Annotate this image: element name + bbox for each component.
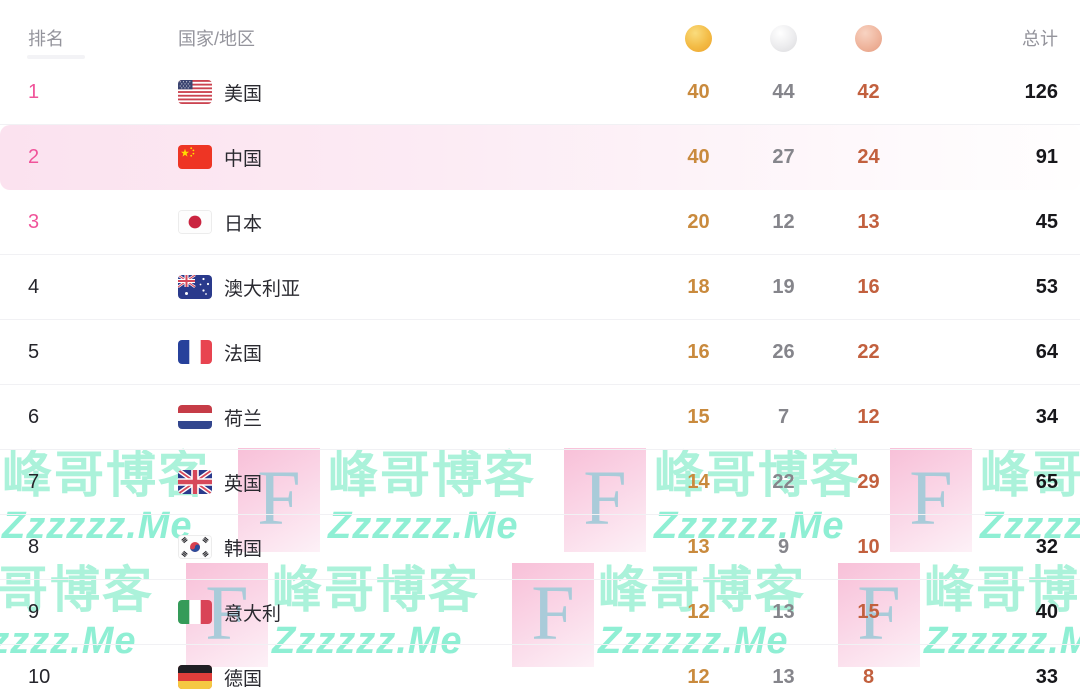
flag-kr-icon — [178, 535, 212, 559]
bronze-count: 13 — [857, 210, 880, 233]
rank-number: 6 — [28, 405, 40, 428]
rank-number: 7 — [28, 470, 40, 493]
header-rank-underline — [27, 55, 85, 59]
table-row-it[interactable]: 9 意大利 12 13 15 40 — [0, 580, 1080, 645]
total-count: 45 — [1035, 210, 1058, 233]
rank-number: 5 — [28, 340, 40, 363]
rank-number: 8 — [28, 535, 40, 558]
bronze-count: 12 — [857, 405, 880, 428]
table-row-us[interactable]: 1 美国 40 44 42 126 — [0, 60, 1080, 125]
silver-count: 44 — [772, 80, 795, 103]
flag-it-icon — [178, 600, 212, 624]
silver-count: 12 — [772, 210, 795, 233]
bronze-count: 29 — [857, 470, 880, 493]
total-count: 126 — [1024, 80, 1058, 103]
flag-jp-icon — [178, 210, 212, 234]
country-name: 美国 — [224, 83, 263, 105]
country-name: 法国 — [224, 343, 263, 365]
gold-count: 12 — [687, 665, 710, 688]
silver-count: 13 — [772, 665, 795, 688]
total-count: 64 — [1035, 340, 1058, 363]
rank-number: 2 — [28, 145, 40, 168]
rank-number: 4 — [28, 275, 40, 298]
gold-count: 15 — [687, 405, 710, 428]
flag-gb-icon — [178, 470, 212, 494]
country-name: 日本 — [224, 213, 263, 235]
gold-count: 20 — [687, 210, 710, 233]
table-row-cn[interactable]: 2 中国 40 27 24 91 — [0, 125, 1080, 190]
bronze-count: 10 — [857, 535, 880, 558]
silver-count: 19 — [772, 275, 795, 298]
country-name: 意大利 — [224, 603, 282, 625]
silver-count: 26 — [772, 340, 795, 363]
country-name: 荷兰 — [224, 408, 263, 430]
table-header: 排名 国家/地区 总计 — [0, 0, 1080, 60]
gold-count: 40 — [687, 80, 710, 103]
rank-number: 9 — [28, 600, 40, 623]
silver-count: 9 — [777, 535, 790, 558]
country-name: 英国 — [224, 473, 263, 495]
total-count: 53 — [1035, 275, 1058, 298]
bronze-medal-icon — [826, 24, 911, 52]
gold-count: 40 — [687, 145, 710, 168]
country-name: 澳大利亚 — [224, 278, 301, 300]
flag-au-icon — [178, 275, 212, 299]
total-count: 91 — [1035, 145, 1058, 168]
country-name: 中国 — [224, 148, 263, 170]
gold-count: 12 — [687, 600, 710, 623]
table-body: 1 美国 40 44 42 126 2 中国 4 — [0, 60, 1080, 700]
rank-number: 10 — [28, 665, 51, 688]
table-row-gb[interactable]: 7 英国 14 22 29 65 — [0, 450, 1080, 515]
gold-count: 14 — [687, 470, 710, 493]
table-row-au[interactable]: 4 澳大利亚 18 19 16 53 — [0, 255, 1080, 320]
flag-de-icon — [178, 665, 212, 689]
silver-count: 27 — [772, 145, 795, 168]
header-rank: 排名 — [28, 29, 64, 49]
total-count: 65 — [1035, 470, 1058, 493]
flag-cn-icon — [178, 145, 212, 169]
table-row-kr[interactable]: 8 韩国 13 9 10 32 — [0, 515, 1080, 580]
gold-medal-icon — [656, 24, 741, 52]
total-count: 33 — [1035, 665, 1058, 688]
bronze-count: 42 — [857, 80, 880, 103]
table-row-fr[interactable]: 5 法国 16 26 22 64 — [0, 320, 1080, 385]
bronze-count: 24 — [857, 145, 880, 168]
header-country: 国家/地区 — [178, 29, 256, 49]
gold-count: 13 — [687, 535, 710, 558]
header-total: 总计 — [1022, 29, 1058, 49]
country-name: 韩国 — [224, 538, 263, 560]
total-count: 32 — [1035, 535, 1058, 558]
bronze-count: 22 — [857, 340, 880, 363]
silver-count: 22 — [772, 470, 795, 493]
bronze-count: 8 — [862, 665, 875, 688]
flag-nl-icon — [178, 405, 212, 429]
flag-us-icon — [178, 80, 212, 104]
gold-count: 18 — [687, 275, 710, 298]
bronze-count: 16 — [857, 275, 880, 298]
rank-number: 3 — [28, 210, 40, 233]
gold-count: 16 — [687, 340, 710, 363]
table-row-jp[interactable]: 3 日本 20 12 13 45 — [0, 190, 1080, 255]
silver-count: 13 — [772, 600, 795, 623]
table-row-nl[interactable]: 6 荷兰 15 7 12 34 — [0, 385, 1080, 450]
bronze-count: 15 — [857, 600, 880, 623]
total-count: 34 — [1035, 405, 1058, 428]
silver-count: 7 — [777, 405, 790, 428]
total-count: 40 — [1035, 600, 1058, 623]
table-row-de[interactable]: 10 德国 12 13 8 33 — [0, 645, 1080, 700]
silver-medal-icon — [741, 24, 826, 52]
rank-number: 1 — [28, 80, 40, 103]
country-name: 德国 — [224, 668, 263, 690]
flag-fr-icon — [178, 340, 212, 364]
